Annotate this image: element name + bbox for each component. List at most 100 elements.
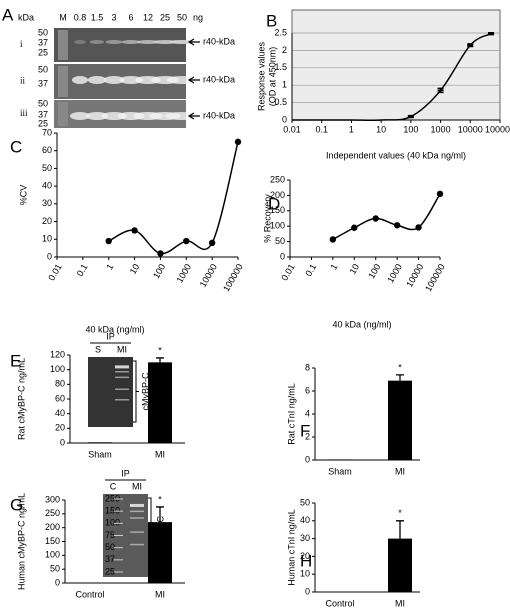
y-tick-label: 1.5 — [274, 62, 287, 72]
x-tick-label: 1 — [328, 262, 339, 271]
y-tick-label: 200 — [270, 190, 285, 200]
y-tick-label: 8 — [305, 362, 310, 372]
blot-band — [168, 40, 196, 44]
blot-band — [89, 40, 105, 44]
inset-title: IP — [106, 331, 115, 341]
inset-marker: 75 — [105, 530, 115, 540]
lane-label: 50 — [177, 12, 187, 22]
inset-lane: S — [95, 344, 101, 354]
y-tick-label: 250 — [270, 174, 285, 184]
y-axis-label: Human cMyBP-C ng/mL — [16, 493, 26, 590]
blot-band — [87, 76, 107, 84]
x-tick-label: 1 — [349, 124, 354, 134]
point — [131, 227, 138, 234]
x-tick-label: 0.1 — [303, 262, 318, 278]
lane-unit: ng — [193, 12, 203, 22]
inset-marker: 150 — [105, 506, 120, 516]
blot-band — [105, 40, 123, 44]
y-tick-label: 100 — [270, 221, 285, 231]
x-tick-label: MI — [395, 598, 405, 608]
point — [105, 237, 112, 245]
x-tick-label: Sham — [328, 466, 352, 476]
y-tick-label: 20 — [55, 423, 65, 433]
inset-band — [130, 543, 144, 546]
y-tick-label: 0 — [60, 437, 65, 447]
inset-marker: 50 — [105, 542, 115, 552]
inset-band — [115, 399, 129, 401]
significance: * — [398, 362, 402, 372]
x-tick-label: 1000 — [174, 262, 193, 284]
inset-lane: MI — [117, 344, 127, 354]
bar — [88, 442, 112, 443]
y-tick-label: 2 — [282, 45, 287, 55]
y-tick-label: 20 — [42, 216, 52, 226]
y-axis-label: %CV — [18, 185, 28, 206]
blot-band — [72, 76, 88, 84]
y-tick-label: 0 — [282, 114, 287, 124]
panel-letter: G — [10, 495, 23, 514]
point — [488, 32, 495, 35]
blot — [54, 28, 186, 62]
band-label: r40-kDa — [203, 36, 235, 46]
point — [407, 115, 414, 118]
x-tick-label: 0.01 — [46, 262, 63, 282]
significance: * — [398, 508, 402, 518]
band-label: r40-kDa — [203, 74, 235, 84]
panel-letter: A — [2, 5, 14, 24]
panel-letter: F — [300, 421, 310, 440]
y-tick-label: 0 — [305, 586, 310, 596]
error-bar — [156, 506, 164, 523]
point — [436, 190, 444, 198]
x-tick-label: 0.01 — [279, 262, 296, 282]
unit-label: kDa — [18, 12, 34, 22]
lane-label: 0.8 — [74, 12, 87, 22]
y-tick-label: 4 — [305, 408, 310, 418]
point — [393, 222, 401, 229]
x-tick-label: 1000 — [385, 262, 404, 284]
y-axis-label: Human cTnI ng/mL — [286, 509, 296, 586]
x-tick-label: 10 — [347, 262, 361, 276]
y-tick-label: 0.5 — [274, 97, 287, 107]
inset-band — [130, 531, 144, 533]
inset-band — [115, 371, 129, 373]
row-label: iii — [20, 108, 28, 118]
inset-marker: 25 — [105, 566, 115, 576]
blot-band — [74, 40, 86, 44]
y-axis-label: Rat cTnI ng/mL — [286, 383, 296, 445]
point — [234, 138, 242, 146]
y-tick-label: 40 — [300, 515, 310, 525]
arrow — [187, 38, 200, 46]
point — [467, 44, 474, 47]
y-tick-label: 30 — [300, 533, 310, 543]
lane-label: 12 — [143, 12, 153, 22]
y-tick-label: 250 — [45, 508, 60, 518]
blot-band — [119, 76, 143, 84]
panel-letter: D — [268, 194, 280, 213]
bar — [148, 522, 172, 583]
y-tick-label: 50 — [275, 236, 285, 246]
marker-lane — [58, 66, 68, 97]
marker-label: 50 — [38, 27, 48, 37]
error-bar — [396, 374, 404, 381]
lane-label: 3 — [111, 12, 116, 22]
x-tick-label: 1000 — [431, 124, 451, 134]
point — [183, 237, 190, 245]
bar — [328, 459, 352, 460]
y-axis-label: Rat cMyBP-C ng/mL — [16, 358, 26, 440]
y-tick-label: 20 — [300, 551, 310, 561]
x-tick-label: 0.01 — [283, 124, 301, 134]
y-tick-label: 50 — [42, 163, 52, 173]
inset-band — [130, 510, 144, 513]
point — [415, 224, 422, 231]
y-tick-label: 80 — [55, 379, 65, 389]
blot-band — [85, 112, 109, 120]
inset-band — [115, 365, 129, 369]
line — [108, 141, 239, 255]
bar — [388, 380, 412, 460]
lane-label: M — [59, 12, 67, 22]
y-tick-label: 200 — [45, 522, 60, 532]
x-tick-label: Control — [325, 598, 354, 608]
point — [208, 239, 216, 247]
x-tick-label: Sham — [88, 449, 112, 459]
